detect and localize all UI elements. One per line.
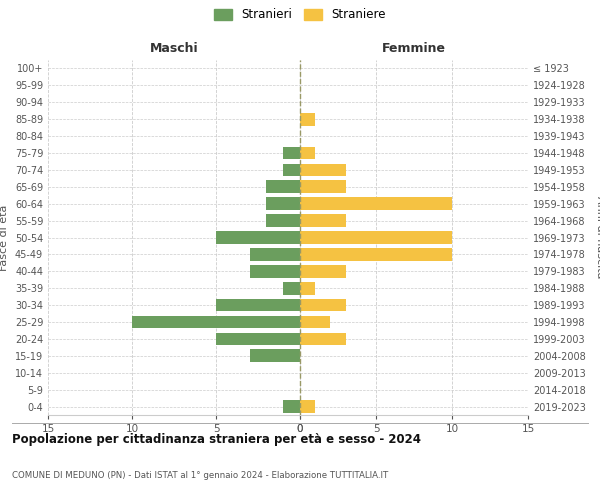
Bar [300, 265, 346, 278]
Text: Popolazione per cittadinanza straniera per età e sesso - 2024: Popolazione per cittadinanza straniera p… [12, 432, 421, 446]
Bar [216, 231, 300, 244]
Bar [300, 146, 315, 160]
Bar [300, 248, 452, 260]
Bar [266, 180, 300, 193]
Bar [300, 214, 346, 227]
Bar [250, 265, 300, 278]
Bar [300, 231, 452, 244]
Bar [283, 400, 300, 413]
Bar [216, 299, 300, 312]
Bar [266, 198, 300, 210]
Bar [250, 350, 300, 362]
Bar [250, 248, 300, 260]
Bar [300, 400, 315, 413]
Y-axis label: Fasce di età: Fasce di età [0, 204, 9, 270]
Bar [266, 214, 300, 227]
Legend: Stranieri, Straniere: Stranieri, Straniere [212, 6, 388, 24]
Bar [300, 113, 315, 126]
Bar [300, 180, 346, 193]
Bar [300, 299, 346, 312]
Text: COMUNE DI MEDUNO (PN) - Dati ISTAT al 1° gennaio 2024 - Elaborazione TUTTITALIA.: COMUNE DI MEDUNO (PN) - Dati ISTAT al 1°… [12, 470, 388, 480]
Bar [300, 332, 346, 345]
Bar [300, 198, 452, 210]
Text: Maschi: Maschi [149, 42, 199, 55]
Bar [216, 332, 300, 345]
Bar [283, 146, 300, 160]
Bar [283, 282, 300, 294]
Text: Femmine: Femmine [382, 42, 446, 55]
Bar [300, 316, 331, 328]
Bar [283, 164, 300, 176]
Y-axis label: Anni di nascita: Anni di nascita [595, 196, 600, 279]
Bar [300, 164, 346, 176]
Bar [300, 282, 315, 294]
Bar [132, 316, 300, 328]
